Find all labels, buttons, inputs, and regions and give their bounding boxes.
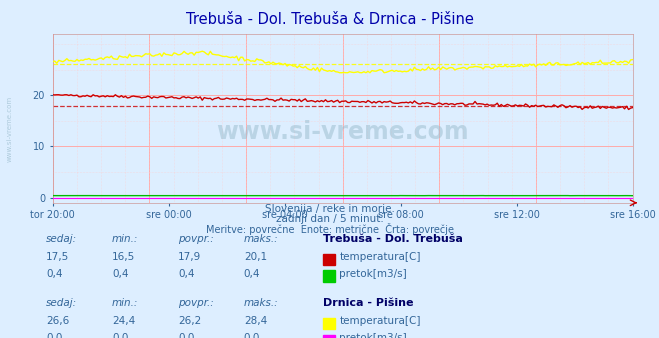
Text: 0,0: 0,0 xyxy=(112,333,129,338)
Text: 28,4: 28,4 xyxy=(244,316,267,327)
Text: maks.:: maks.: xyxy=(244,234,279,244)
Text: 26,2: 26,2 xyxy=(178,316,201,327)
Text: 0,0: 0,0 xyxy=(244,333,260,338)
Text: maks.:: maks.: xyxy=(244,298,279,308)
Text: Trebuša - Dol. Trebuša & Drnica - Pišine: Trebuša - Dol. Trebuša & Drnica - Pišine xyxy=(186,12,473,27)
Text: 0,0: 0,0 xyxy=(178,333,194,338)
Text: Trebuša - Dol. Trebuša: Trebuša - Dol. Trebuša xyxy=(323,234,463,244)
Text: 26,6: 26,6 xyxy=(46,316,69,327)
Text: Drnica - Pišine: Drnica - Pišine xyxy=(323,298,413,308)
Text: sedaj:: sedaj: xyxy=(46,234,77,244)
Text: Slovenija / reke in morje.: Slovenija / reke in morje. xyxy=(264,204,395,215)
Text: 20,1: 20,1 xyxy=(244,252,267,262)
Text: www.si-vreme.com: www.si-vreme.com xyxy=(216,120,469,144)
Text: 0,4: 0,4 xyxy=(46,269,63,279)
Text: povpr.:: povpr.: xyxy=(178,298,214,308)
Text: min.:: min.: xyxy=(112,234,138,244)
Text: 17,5: 17,5 xyxy=(46,252,69,262)
Text: 16,5: 16,5 xyxy=(112,252,135,262)
Text: www.si-vreme.com: www.si-vreme.com xyxy=(7,95,13,162)
Text: 17,9: 17,9 xyxy=(178,252,201,262)
Text: min.:: min.: xyxy=(112,298,138,308)
Text: sedaj:: sedaj: xyxy=(46,298,77,308)
Text: temperatura[C]: temperatura[C] xyxy=(339,252,421,262)
Text: Meritve: povrečne  Enote: metrične  Črta: povrečje: Meritve: povrečne Enote: metrične Črta: … xyxy=(206,223,453,235)
Text: temperatura[C]: temperatura[C] xyxy=(339,316,421,327)
Text: 0,0: 0,0 xyxy=(46,333,63,338)
Text: pretok[m3/s]: pretok[m3/s] xyxy=(339,333,407,338)
Text: 0,4: 0,4 xyxy=(244,269,260,279)
Text: 0,4: 0,4 xyxy=(178,269,194,279)
Text: pretok[m3/s]: pretok[m3/s] xyxy=(339,269,407,279)
Text: zadnji dan / 5 minut.: zadnji dan / 5 minut. xyxy=(275,214,384,224)
Text: povpr.:: povpr.: xyxy=(178,234,214,244)
Text: 0,4: 0,4 xyxy=(112,269,129,279)
Text: 24,4: 24,4 xyxy=(112,316,135,327)
